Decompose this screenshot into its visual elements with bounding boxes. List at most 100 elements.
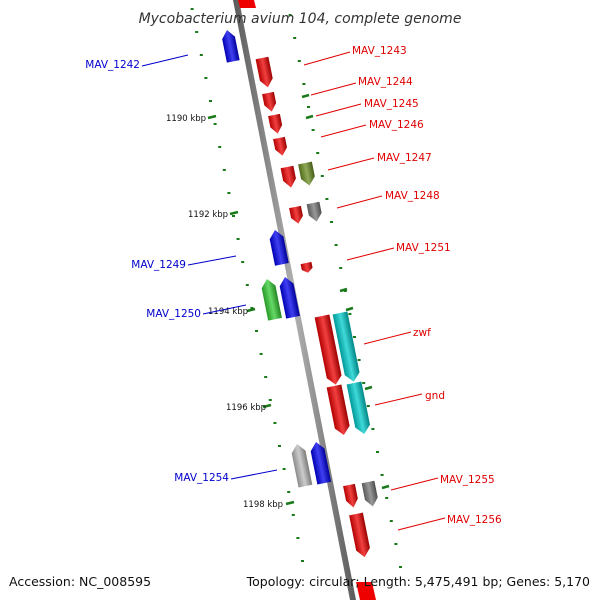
gene-label: MAV_1256 (447, 514, 502, 526)
continuation-feature-bottom (356, 582, 376, 600)
ruler-dot (273, 422, 277, 424)
major-tick-mark (229, 210, 239, 216)
gene-label-leader (327, 157, 375, 171)
minor-tick-mark (364, 385, 373, 391)
map-title: Mycobacterium avium 104, complete genome (139, 11, 462, 27)
ruler-dot (394, 543, 398, 545)
gene-label-leader (320, 124, 367, 138)
ruler-dot (236, 238, 240, 240)
ruler-dot (213, 123, 217, 125)
major-tick-label: 1192 kbp (188, 210, 228, 220)
gene-arrow-unlabeled (280, 165, 296, 188)
gene-arrow (273, 136, 288, 156)
gene-arrow (306, 201, 322, 222)
ruler-dot (204, 77, 208, 79)
gene-arrow-unlabeled (310, 442, 332, 485)
gene-arrow (298, 161, 315, 186)
ruler-dot (380, 474, 384, 476)
ruler-dot (357, 359, 361, 361)
gene-label-leader (397, 517, 446, 531)
ruler-dot (316, 152, 320, 154)
gene-arrow (349, 512, 370, 558)
ruler-dot (353, 336, 356, 338)
ruler-dot (325, 198, 329, 200)
ruler-dot (311, 129, 315, 131)
gene-label: gnd (425, 390, 445, 402)
gene-arrow-unlabeled (326, 384, 350, 436)
ruler-dot (222, 169, 226, 171)
gene-label: MAV_1255 (440, 474, 495, 486)
ruler-dot (399, 566, 402, 568)
minor-tick-mark (339, 287, 348, 293)
gene-label-leader (310, 82, 357, 96)
gene-label-leader (141, 54, 189, 67)
gene-features (222, 30, 378, 558)
gene-label-leader (374, 393, 423, 406)
major-tick-label: 1194 kbp (208, 307, 248, 317)
gene-arrow-unlabeled (279, 277, 300, 319)
ruler-dot (366, 405, 370, 407)
gene-arrow-unlabeled (343, 483, 358, 508)
major-tick-label: 1198 kbp (243, 500, 283, 510)
ruler-dot (255, 330, 258, 332)
ruler-dot (278, 445, 281, 447)
major-tick-mark (246, 307, 256, 313)
ruler-dot (264, 376, 268, 378)
gene-arrow (261, 279, 282, 321)
ruler-dot (259, 353, 263, 355)
gene-arrow-unlabeled (314, 314, 342, 385)
ruler-dot (376, 451, 379, 453)
ruler-dot (343, 290, 347, 292)
gene-label: MAV_1247 (377, 152, 432, 164)
minor-tick-mark (305, 114, 314, 120)
ruler-dot (389, 520, 393, 522)
gene-arrow (222, 30, 240, 63)
gene-label: MAV_1245 (364, 98, 419, 110)
ruler-dot (250, 307, 254, 309)
gene-arrow (255, 56, 273, 88)
ruler-dot (385, 497, 389, 499)
continuation-feature-top (238, 0, 256, 8)
gene-arrow-unlabeled (289, 205, 303, 224)
gene-label-leader (187, 255, 237, 266)
ruler-dot (190, 8, 194, 10)
ruler-dot (287, 491, 291, 493)
gene-label: MAV_1244 (358, 76, 413, 88)
gene-arrow (269, 230, 289, 266)
gene-label: MAV_1242 (85, 59, 140, 71)
ruler-dot (330, 221, 333, 223)
ruler-ticks: 1190 kbp 1192 kbp 1194 kbp 1196 kbp 1198 kbp (166, 93, 390, 510)
major-tick-mark (262, 403, 272, 409)
ruler-dot (291, 514, 295, 516)
major-tick-label: 1196 kbp (226, 403, 266, 413)
ruler-dot (339, 267, 343, 269)
ruler-dot (268, 399, 272, 401)
ruler-dot (296, 537, 300, 539)
ruler-dot (245, 284, 249, 286)
ruler-dot (301, 560, 304, 562)
gene-label-leader (336, 195, 383, 209)
gene-label-leader (202, 304, 247, 315)
gene-label: MAV_1243 (352, 45, 407, 57)
gene-arrow (346, 381, 370, 434)
gene-label-leader (363, 331, 412, 345)
gene-label-leader (390, 477, 439, 491)
gene-arrow (361, 480, 378, 507)
ruler-dot (362, 382, 366, 384)
ruler-dot (348, 313, 352, 315)
gene-label: MAV_1246 (369, 119, 424, 131)
gene-label-leader (346, 247, 395, 261)
ruler-dot (297, 60, 301, 62)
ruler-dot (199, 54, 203, 56)
gene-label-leader (315, 103, 362, 117)
gene-label: MAV_1248 (385, 190, 440, 202)
gene-label-leader (303, 51, 351, 66)
ruler-dots (190, 8, 402, 568)
ruler-dot (195, 31, 199, 33)
gene-label: MAV_1254 (174, 472, 229, 484)
gene-arrow (291, 444, 313, 488)
gene-arrow (300, 261, 313, 273)
major-tick-mark (207, 114, 217, 120)
